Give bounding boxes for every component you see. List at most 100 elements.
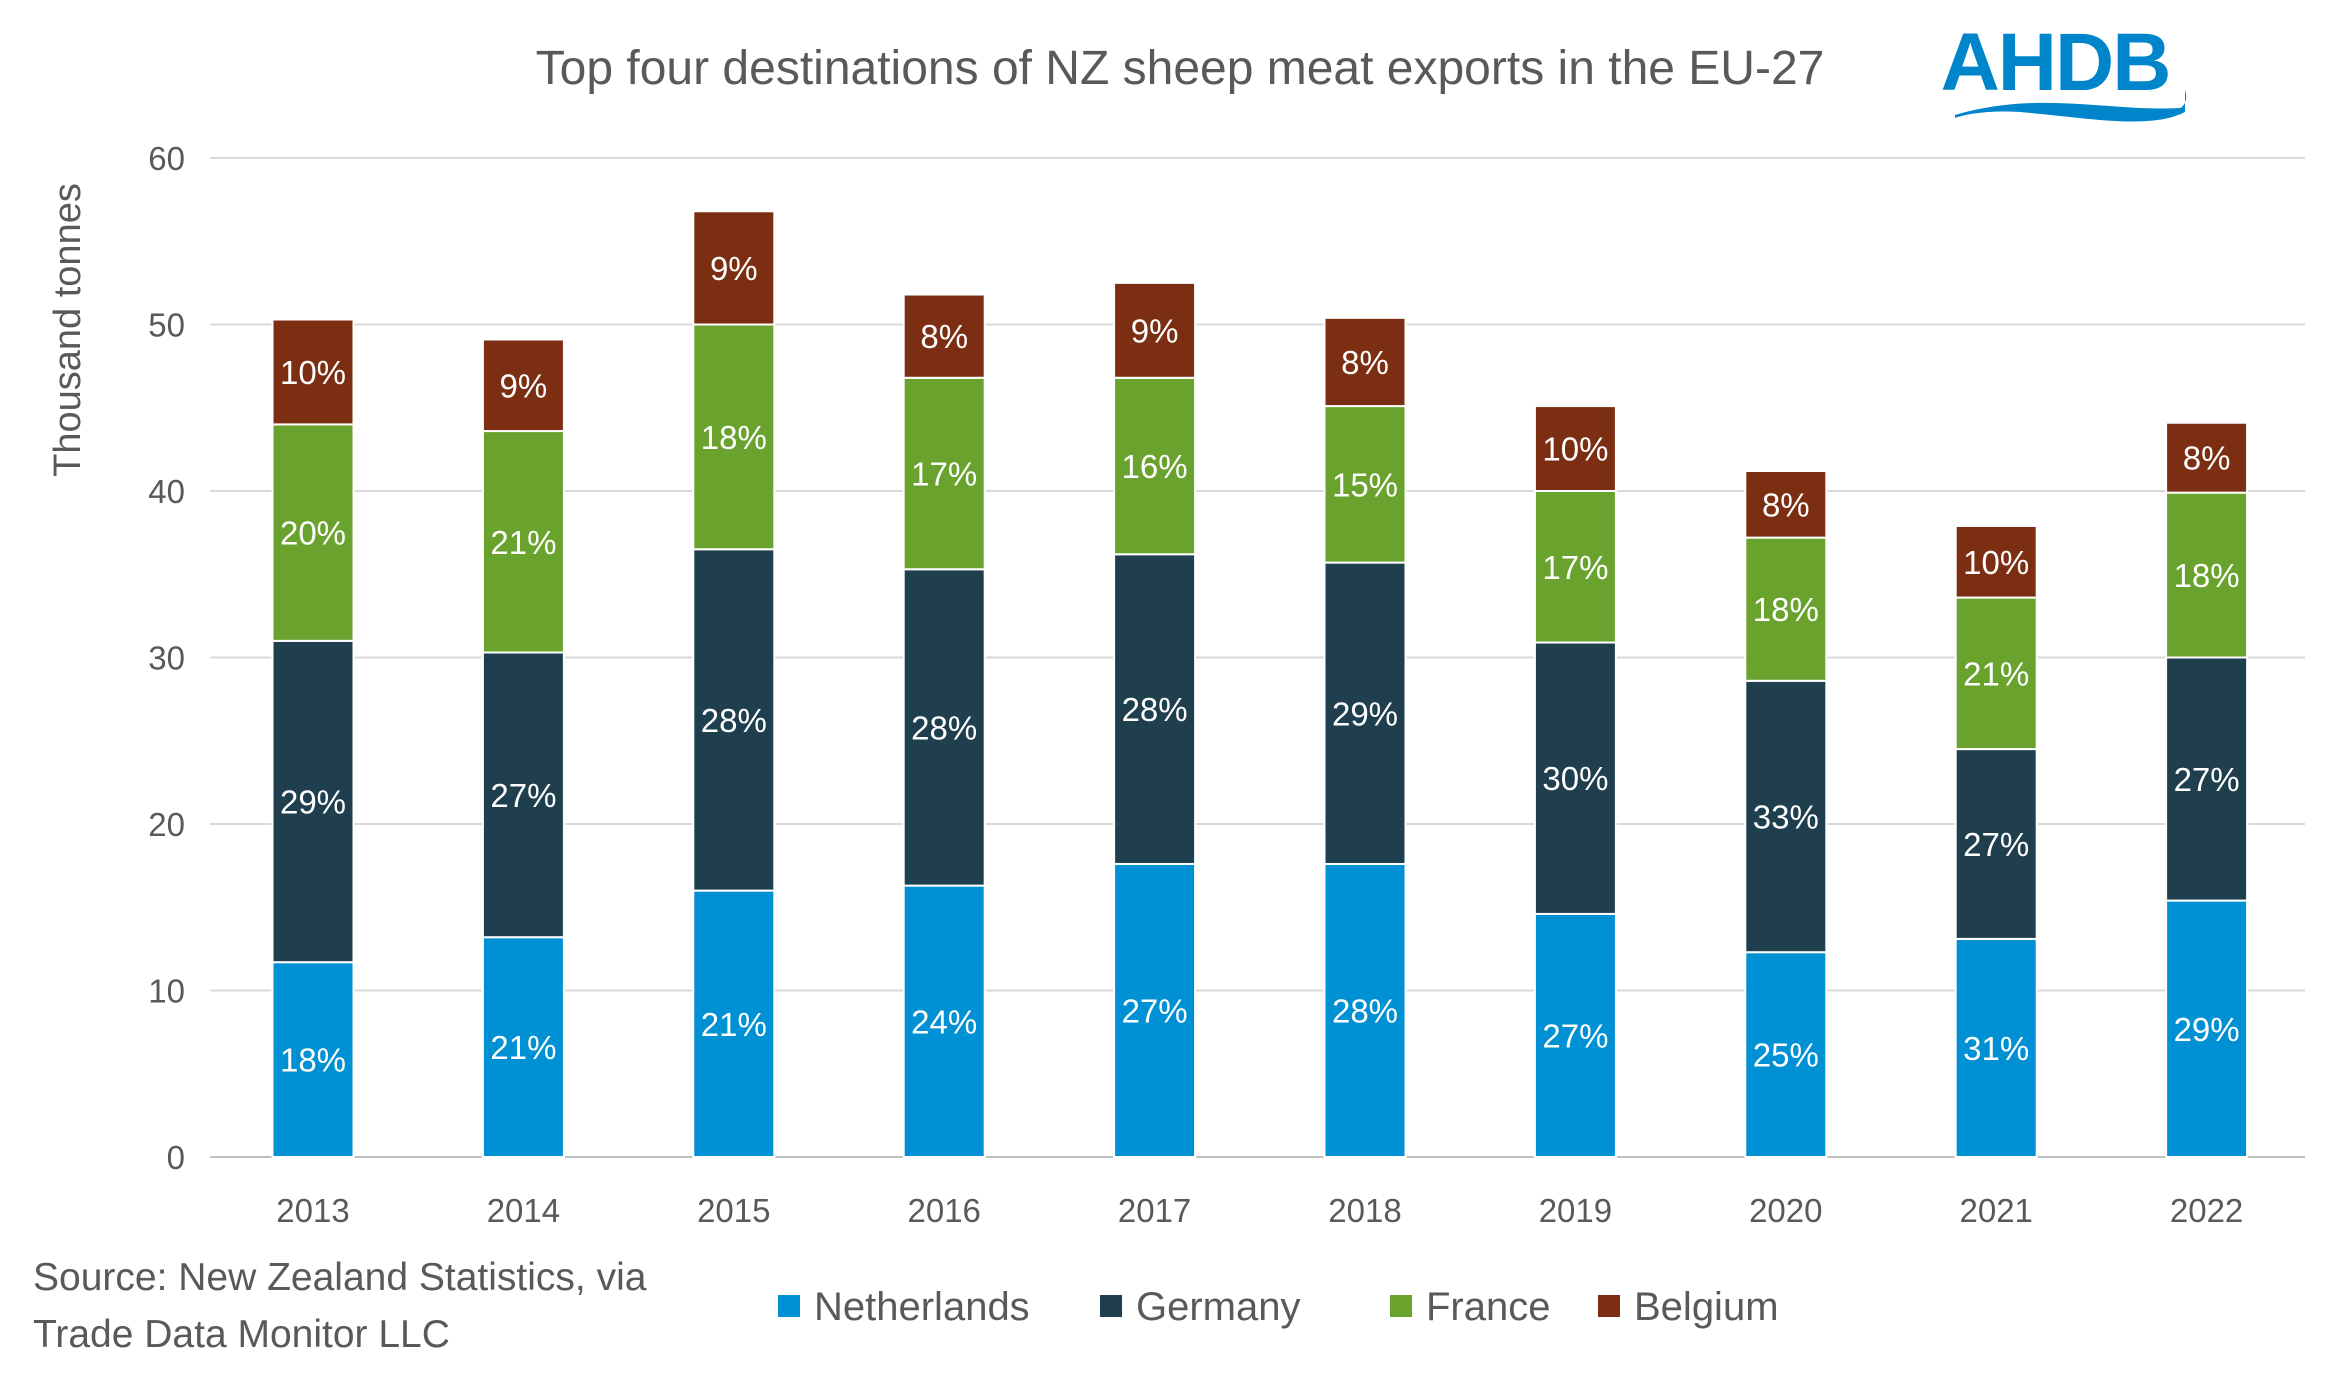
x-tick-label: 2014 xyxy=(487,1192,560,1229)
bar-belgium-2016 xyxy=(902,293,986,379)
bar-belgium-2013 xyxy=(271,318,355,426)
bar-germany-2021 xyxy=(1954,748,2038,940)
data-label: 21% xyxy=(1963,655,2029,692)
bar-france-2018 xyxy=(1323,405,1407,564)
bar-netherlands-2022 xyxy=(2165,899,2249,1159)
data-label: 9% xyxy=(500,367,548,404)
legend-label-belgium: Belgium xyxy=(1634,1285,1779,1329)
data-label: 18% xyxy=(1753,591,1819,628)
legend-label-france: France xyxy=(1426,1285,1551,1329)
y-tick-label: 10 xyxy=(148,973,185,1010)
data-label: 8% xyxy=(1762,486,1810,523)
data-label: 28% xyxy=(1332,992,1398,1029)
chart-title: Top four destinations of NZ sheep meat e… xyxy=(536,42,1825,95)
bar-netherlands-2019 xyxy=(1533,912,1617,1158)
data-label: 33% xyxy=(1753,799,1819,836)
data-label: 29% xyxy=(280,784,346,821)
bar-belgium-2022 xyxy=(2165,421,2249,494)
data-label: 10% xyxy=(1542,431,1608,468)
source-line-1: Source: New Zealand Statistics, via xyxy=(33,1256,647,1299)
bar-belgium-2018 xyxy=(1323,316,1407,408)
data-label: 18% xyxy=(2174,557,2240,594)
y-tick-label: 0 xyxy=(167,1139,185,1176)
bar-france-2021 xyxy=(1954,596,2038,751)
data-label: 28% xyxy=(701,702,767,739)
bar-france-2017 xyxy=(1113,376,1197,556)
bar-germany-2019 xyxy=(1533,641,1617,915)
legend-label-netherlands: Netherlands xyxy=(814,1285,1030,1329)
bar-germany-2014 xyxy=(481,651,565,939)
x-tick-label: 2016 xyxy=(907,1192,980,1229)
x-tick-label: 2019 xyxy=(1539,1192,1612,1229)
data-label: 29% xyxy=(1332,695,1398,732)
data-label: 28% xyxy=(911,709,977,746)
data-label: 10% xyxy=(1963,544,2029,581)
y-tick-label: 20 xyxy=(148,806,185,843)
bar-germany-2017 xyxy=(1113,553,1197,865)
y-tick-label: 60 xyxy=(148,140,185,177)
bar-france-2019 xyxy=(1533,490,1617,644)
bar-germany-2022 xyxy=(2165,656,2249,902)
bar-france-2022 xyxy=(2165,491,2249,659)
data-label: 21% xyxy=(490,524,556,561)
data-label: 8% xyxy=(920,318,968,355)
data-label: 27% xyxy=(490,777,556,814)
data-label: 18% xyxy=(701,419,767,456)
bar-netherlands-2018 xyxy=(1323,862,1407,1159)
bar-germany-2013 xyxy=(271,639,355,964)
source-line-2: Trade Data Monitor LLC xyxy=(33,1313,450,1356)
x-tick-label: 2017 xyxy=(1118,1192,1191,1229)
y-tick-label: 30 xyxy=(148,640,185,677)
data-label: 24% xyxy=(911,1003,977,1040)
data-label: 27% xyxy=(1963,826,2029,863)
data-label: 27% xyxy=(2174,761,2240,798)
logo-wave xyxy=(1955,90,2187,122)
y-tick-label: 50 xyxy=(148,307,185,344)
y-axis-label: Thousand tonnes xyxy=(47,183,89,477)
bar-france-2015 xyxy=(692,323,776,551)
bars: 18% 29% 20% 10% 21% 27% 21% 9% 21% 28% 18% 9% 24% 28%… xyxy=(271,210,2249,1159)
legend-swatch-belgium xyxy=(1598,1295,1620,1317)
bar-netherlands-2013 xyxy=(271,961,355,1158)
data-label: 10% xyxy=(280,354,346,391)
data-label: 17% xyxy=(1542,549,1608,586)
legend-swatch-france xyxy=(1390,1295,1412,1317)
data-label: 17% xyxy=(911,456,977,493)
data-label: 9% xyxy=(1131,312,1179,349)
data-label: 27% xyxy=(1542,1017,1608,1054)
data-label: 15% xyxy=(1332,466,1398,503)
logo-text: AHDB xyxy=(1941,17,2170,108)
bar-germany-2020 xyxy=(1744,679,1828,954)
data-label: 29% xyxy=(2174,1011,2240,1048)
x-tick-label: 2018 xyxy=(1328,1192,1401,1229)
data-label: 28% xyxy=(1122,691,1188,728)
data-label: 25% xyxy=(1753,1037,1819,1074)
bar-belgium-2021 xyxy=(1954,524,2038,599)
data-label: 21% xyxy=(701,1006,767,1043)
x-tick-label: 2013 xyxy=(276,1192,349,1229)
data-label: 18% xyxy=(280,1042,346,1079)
bar-france-2016 xyxy=(902,376,986,571)
x-tick-label: 2022 xyxy=(2170,1192,2243,1229)
data-label: 16% xyxy=(1122,448,1188,485)
legend: Netherlands Germany France Belgium xyxy=(778,1285,1779,1329)
data-label: 20% xyxy=(280,515,346,552)
bar-netherlands-2021 xyxy=(1954,937,2038,1159)
data-label: 8% xyxy=(1341,344,1389,381)
legend-swatch-germany xyxy=(1100,1295,1122,1317)
data-label: 27% xyxy=(1122,992,1188,1029)
legend-label-germany: Germany xyxy=(1136,1285,1301,1329)
data-label: 8% xyxy=(2183,440,2231,477)
bar-netherlands-2015 xyxy=(692,889,776,1158)
data-label: 9% xyxy=(710,250,758,287)
x-axis-ticks: 2013 2014 2015 2016 2017 2018 2019 2020 2021 2022 xyxy=(276,1192,2243,1229)
bar-belgium-2019 xyxy=(1533,405,1617,492)
ahdb-logo: AHDB xyxy=(1941,17,2187,122)
y-tick-label: 40 xyxy=(148,473,185,510)
bar-germany-2016 xyxy=(902,568,986,887)
bar-netherlands-2020 xyxy=(1744,951,1828,1159)
bar-belgium-2014 xyxy=(481,338,565,433)
bar-netherlands-2017 xyxy=(1113,862,1197,1159)
bar-france-2020 xyxy=(1744,536,1828,682)
